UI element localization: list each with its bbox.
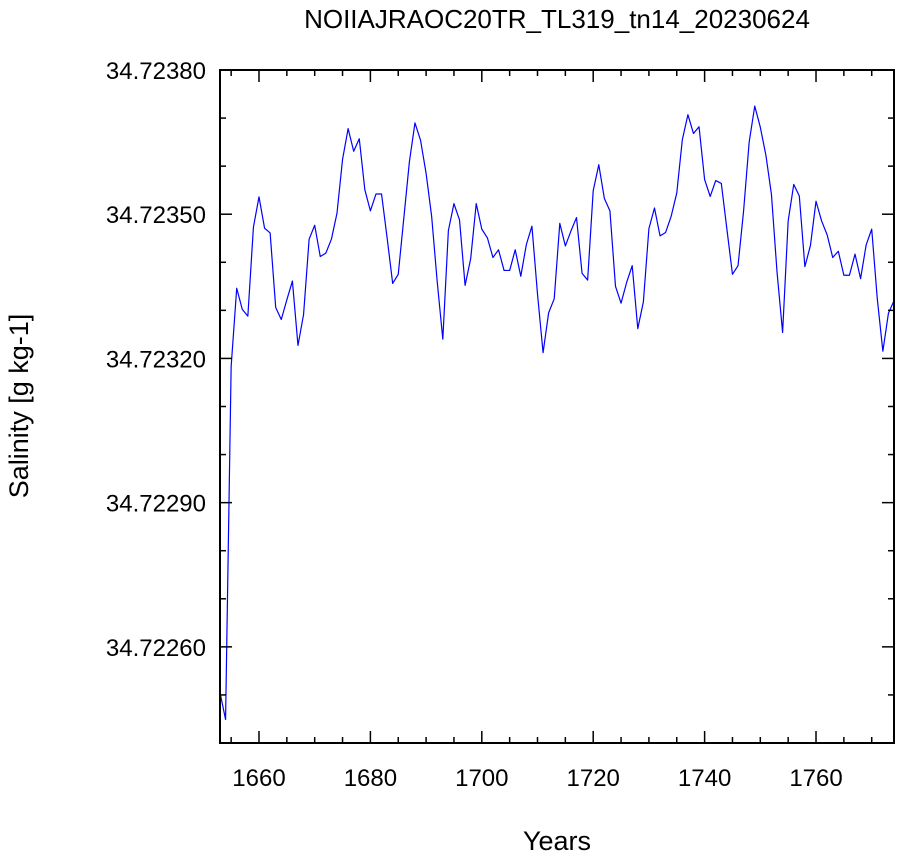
series-layer <box>219 105 895 721</box>
x-tick-label: 1740 <box>678 765 731 792</box>
x-tick-label: 1700 <box>455 765 508 792</box>
x-tick-label: 1720 <box>567 765 620 792</box>
y-tick-label: 34.72320 <box>106 346 206 373</box>
y-tick-label: 34.72350 <box>106 202 206 229</box>
chart-title: NOIIAJRAOC20TR_TL319_tn14_20230624 <box>304 4 810 34</box>
tick-label-layer: 1660 1680 1700 1720 1740 1760 34.72260 34.72290… <box>106 58 843 792</box>
y-tick-label: 34.72260 <box>106 635 206 662</box>
y-axis-label: Salinity [g kg-1] <box>4 314 34 499</box>
series-line-1 <box>219 105 895 721</box>
x-axis-label: Years <box>523 826 591 856</box>
x-tick-label: 1760 <box>789 765 842 792</box>
x-tick-label: 1680 <box>344 765 397 792</box>
y-tick-label: 34.72380 <box>106 58 206 85</box>
tick-layer <box>220 69 894 744</box>
plot-frame <box>219 69 895 744</box>
x-tick-label: 1660 <box>232 765 285 792</box>
y-tick-label: 34.72290 <box>106 491 206 518</box>
